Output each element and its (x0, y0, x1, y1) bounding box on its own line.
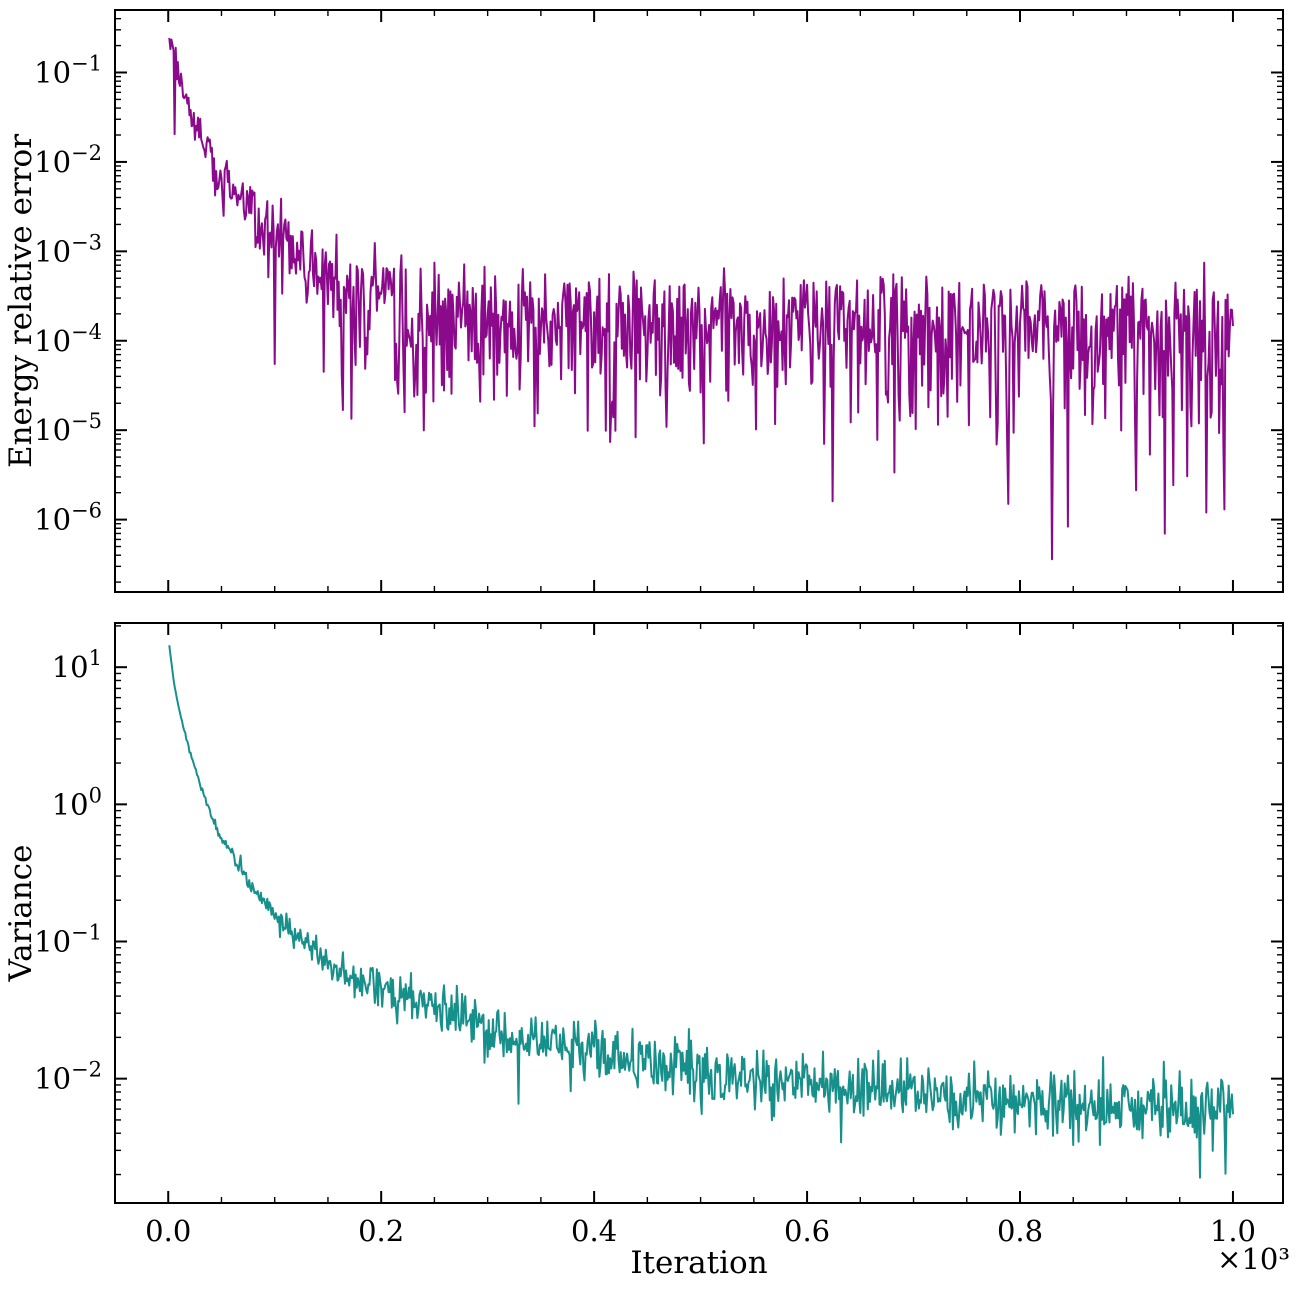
x-axis-label: Iteration (630, 1245, 767, 1281)
x-axis-offset-label: ×10³ (1217, 1242, 1290, 1276)
ticks (115, 623, 1283, 1203)
panels: 10−1 10−2 10−3 10−4 10−5 10−6 101 100 10−1 10−2 0.… (34, 9, 1284, 1248)
y-tick-label: 101 (52, 646, 102, 684)
x-tick-label: 0.2 (358, 1214, 404, 1248)
y-tick-label: 10−2 (34, 141, 102, 179)
energy-panel: 10−1 10−2 10−3 10−4 10−5 10−6 (34, 9, 1284, 593)
y-tick-label: 10−6 (34, 499, 102, 537)
y-tick-label: 10−1 (34, 921, 102, 959)
x-tick-label: 0.6 (784, 1214, 830, 1248)
variance-y-axis-label: Variance (3, 845, 39, 983)
y-tick-label: 10−4 (34, 320, 102, 358)
y-tick-label: 10−3 (34, 230, 102, 268)
variance-panel: 101 100 10−1 10−2 0.0 0.2 0.4 0.6 0.8 1.0 (34, 622, 1284, 1248)
x-tick-label: 1.0 (1210, 1214, 1256, 1248)
ticks (115, 10, 1283, 592)
x-tick-label: 0.8 (997, 1214, 1043, 1248)
y-tick-label: 10−1 (34, 52, 102, 90)
energy-y-axis-label: Energy relative error (3, 134, 39, 468)
x-tick-label: 0.0 (145, 1214, 191, 1248)
y-tick-label: 100 (52, 783, 102, 821)
panel-frame (114, 622, 1284, 1204)
energy-relative-error-line (168, 37, 1234, 561)
y-tick-label: 10−2 (34, 1058, 102, 1096)
y-tick-label: 10−5 (34, 409, 102, 447)
x-tick-label: 0.4 (571, 1214, 617, 1248)
variance-line (168, 645, 1234, 1179)
panel-frame (114, 9, 1284, 593)
